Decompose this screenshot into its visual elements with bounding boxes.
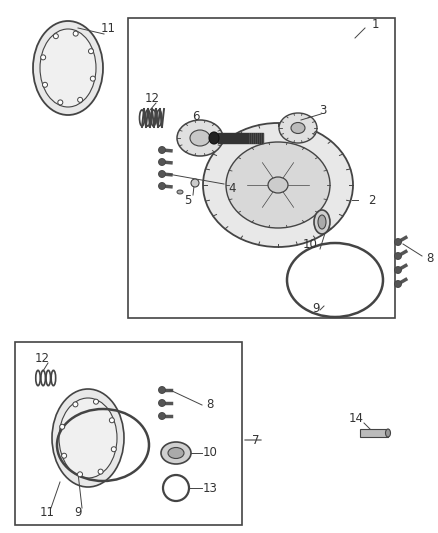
Circle shape — [159, 147, 166, 154]
Ellipse shape — [168, 448, 184, 458]
Text: 7: 7 — [252, 433, 259, 447]
Ellipse shape — [314, 210, 330, 234]
Circle shape — [159, 386, 166, 393]
Text: 4: 4 — [228, 182, 236, 195]
Circle shape — [90, 76, 95, 81]
Circle shape — [395, 238, 402, 246]
Circle shape — [93, 399, 99, 404]
Ellipse shape — [177, 190, 183, 194]
Text: 3: 3 — [319, 103, 327, 117]
Circle shape — [88, 49, 93, 54]
Ellipse shape — [203, 123, 353, 247]
Circle shape — [60, 424, 65, 429]
Ellipse shape — [33, 21, 103, 115]
Circle shape — [395, 253, 402, 260]
Text: 12: 12 — [35, 351, 49, 365]
Circle shape — [159, 158, 166, 166]
Circle shape — [78, 98, 83, 102]
Circle shape — [395, 266, 402, 273]
Ellipse shape — [40, 29, 96, 107]
Circle shape — [73, 402, 78, 407]
Circle shape — [62, 453, 67, 458]
Circle shape — [159, 413, 166, 419]
Text: 11: 11 — [39, 505, 54, 519]
Text: 6: 6 — [192, 109, 200, 123]
Text: 2: 2 — [368, 193, 376, 206]
Circle shape — [111, 447, 117, 452]
Ellipse shape — [226, 142, 330, 228]
Ellipse shape — [209, 132, 219, 144]
Ellipse shape — [291, 123, 305, 133]
Text: 12: 12 — [145, 92, 159, 104]
Circle shape — [42, 82, 47, 87]
Circle shape — [110, 418, 114, 423]
Circle shape — [53, 34, 58, 39]
Circle shape — [58, 100, 63, 105]
Ellipse shape — [190, 130, 210, 146]
Ellipse shape — [279, 113, 317, 143]
Circle shape — [159, 171, 166, 177]
Text: 1: 1 — [371, 18, 379, 30]
Circle shape — [98, 469, 103, 474]
Text: 9: 9 — [74, 505, 82, 519]
Ellipse shape — [161, 442, 191, 464]
Text: 10: 10 — [202, 447, 217, 459]
Ellipse shape — [385, 429, 391, 437]
Text: 13: 13 — [202, 481, 217, 495]
Circle shape — [159, 400, 166, 407]
Ellipse shape — [177, 120, 223, 156]
Text: 11: 11 — [100, 21, 116, 35]
Text: 10: 10 — [303, 238, 318, 251]
Circle shape — [191, 179, 199, 187]
Text: 9: 9 — [312, 302, 320, 314]
Text: 5: 5 — [184, 193, 192, 206]
Text: 14: 14 — [349, 411, 364, 424]
Circle shape — [395, 280, 402, 287]
Text: 8: 8 — [206, 399, 214, 411]
Text: 8: 8 — [426, 252, 434, 264]
Circle shape — [78, 472, 82, 477]
Circle shape — [73, 31, 78, 36]
Circle shape — [41, 55, 46, 60]
Ellipse shape — [318, 215, 326, 229]
Polygon shape — [360, 429, 388, 437]
Ellipse shape — [59, 398, 117, 478]
Circle shape — [159, 182, 166, 190]
Ellipse shape — [52, 389, 124, 487]
Ellipse shape — [268, 177, 288, 193]
